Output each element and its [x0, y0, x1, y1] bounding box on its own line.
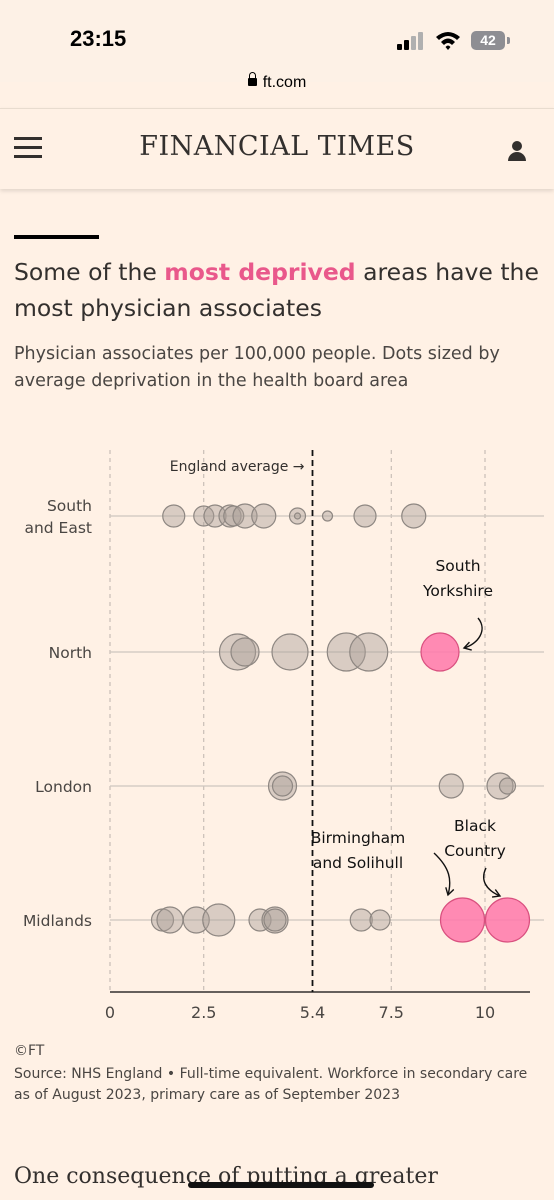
battery-icon: 42: [471, 31, 505, 50]
lock-icon: [247, 72, 257, 86]
highlight-dot: [420, 632, 460, 672]
category-label: Midlands: [23, 912, 92, 930]
category-label: South: [47, 497, 92, 515]
data-dot: [182, 906, 210, 934]
annotation-arrow: [463, 617, 483, 649]
section-rule: [14, 235, 99, 239]
battery-tip: [507, 37, 510, 44]
x-tick-label: 5.4: [300, 1003, 325, 1022]
data-dot: [369, 909, 391, 931]
data-dot: [271, 775, 294, 797]
data-dot: [223, 505, 245, 527]
chart-subtitle: Physician associates per 100,000 people.…: [14, 344, 500, 391]
annotation-label: Country: [444, 842, 506, 860]
title-highlight: most deprived: [164, 258, 356, 286]
status-bar: 23:15 42: [0, 0, 554, 82]
data-dot: [498, 777, 517, 795]
data-dot: [261, 906, 289, 934]
data-dot: [288, 507, 307, 525]
title-pre: Some of the: [14, 258, 165, 286]
chart-title: Some of the most deprived areas have the…: [14, 254, 544, 326]
url-text: ft.com: [262, 74, 307, 91]
user-icon[interactable]: [508, 141, 526, 161]
x-tick-label: 7.5: [379, 1003, 404, 1022]
source-note: Source: NHS England • Full-time equivale…: [14, 1066, 528, 1103]
data-dot: [156, 906, 184, 934]
annotation-label: and Solihull: [313, 854, 403, 872]
data-dot: [263, 908, 287, 932]
highlight-dot: [439, 897, 486, 943]
data-dot: [326, 632, 366, 672]
data-dot: [349, 908, 373, 932]
category-label: London: [35, 778, 92, 796]
x-tick-label: 2.5: [191, 1003, 216, 1022]
data-dot: [251, 503, 277, 529]
cellular-signal-icon: [397, 32, 425, 50]
data-dot: [230, 637, 260, 667]
category-label: and East: [24, 519, 92, 537]
address-bar[interactable]: ft.com: [0, 72, 554, 104]
annotation-label: Birmingham: [311, 829, 406, 847]
data-dot: [349, 632, 389, 672]
annotation-arrow: [433, 852, 451, 896]
wifi-icon: [436, 32, 460, 50]
x-tick-label: 10: [475, 1003, 495, 1022]
credit: ©FT: [14, 1043, 45, 1059]
annotation-label: Yorkshire: [422, 582, 493, 600]
annotation-arrow: [482, 867, 501, 897]
home-indicator[interactable]: [188, 1182, 374, 1188]
title-post: areas have the most physician associates: [14, 258, 539, 322]
data-dot: [232, 503, 258, 529]
menu-icon[interactable]: [14, 137, 42, 159]
data-dot: [353, 504, 377, 528]
data-dot: [401, 503, 427, 529]
annotation-label: South: [435, 557, 480, 575]
annotation-label: Black: [454, 817, 496, 835]
england-average-label: England average →: [170, 459, 305, 475]
data-dot: [218, 633, 257, 671]
annotation-arrowhead: [491, 889, 502, 898]
ft-logo[interactable]: FINANCIAL TIMES: [139, 131, 415, 162]
data-dot: [321, 510, 334, 522]
data-dot: [438, 773, 464, 799]
annotation-arrowhead: [445, 887, 455, 897]
status-time: 23:15: [70, 26, 127, 51]
highlight-dot: [484, 897, 531, 943]
data-dot: [271, 633, 309, 671]
data-dot: [293, 512, 302, 520]
chart: England average → 0 2.5 5.4 7.5 10 South and Ea…: [23, 450, 544, 1022]
data-dot: [162, 504, 186, 528]
site-header: FINANCIAL TIMES: [0, 108, 554, 189]
data-dot: [218, 504, 242, 528]
annotation-arrowhead: [462, 641, 472, 651]
category-label: North: [49, 644, 92, 662]
x-tick-label: 0: [105, 1003, 115, 1022]
data-dot: [202, 903, 236, 937]
